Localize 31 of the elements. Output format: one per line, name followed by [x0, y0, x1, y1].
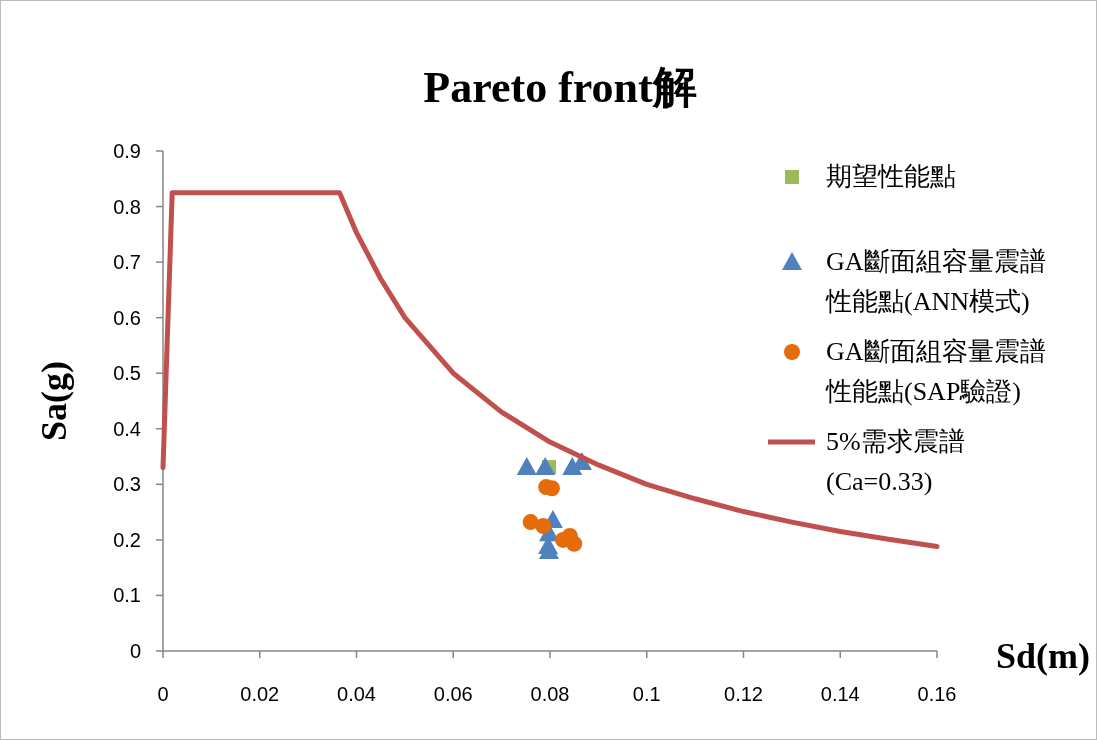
y-axis-title: Sa(g) [34, 361, 74, 441]
y-tick-label: 0.1 [113, 584, 141, 607]
x-tick-label: 0 [157, 683, 169, 705]
point [516, 457, 537, 476]
x-axis-title: Sd(m) [995, 636, 1090, 676]
x-tick-label: 0.16 [917, 683, 957, 705]
y-tick-label: 0.4 [113, 417, 141, 440]
point [566, 535, 583, 552]
legend-label: GA斷面組容量震譜性能點(ANN模式) [825, 247, 1046, 316]
x-tick-label: 0.12 [724, 683, 763, 705]
x-tick-label: 0.02 [240, 683, 280, 705]
y-tick-label: 0.9 [113, 140, 141, 162]
legend-label: GA斷面組容量震譜性能點(SAP驗證) [825, 337, 1046, 406]
x-tick-label: 0.1 [632, 683, 661, 705]
y-tick-label: 0.8 [113, 195, 141, 218]
y-tick-label: 0.6 [113, 306, 141, 329]
point [535, 457, 556, 476]
y-tick-label: 0.7 [113, 251, 141, 274]
legend-label: 期望性能點 [826, 162, 956, 191]
y-tick-label: 0.2 [113, 528, 141, 551]
y-tick-label: 0.5 [113, 362, 141, 385]
point [522, 514, 539, 531]
x-tick-label: 0.08 [530, 683, 570, 705]
x-tick-label: 0.14 [820, 683, 860, 705]
x-tick-label: 0.06 [433, 683, 473, 705]
y-tick-label: 0 [129, 640, 141, 662]
point [535, 518, 552, 534]
legend-label: 5%需求震譜(Ca=0.33) [826, 427, 965, 496]
chart-title: Pareto front解 [423, 63, 697, 112]
y-tick-label: 0.3 [113, 473, 141, 496]
x-tick-label: 0.04 [337, 683, 376, 705]
